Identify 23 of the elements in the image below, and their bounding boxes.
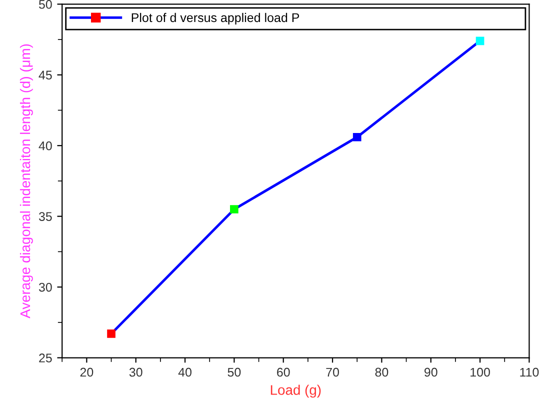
x-tick-label: 80: [375, 368, 388, 377]
x-tick-label: 110: [520, 368, 539, 377]
x-tick-label: 60: [277, 368, 290, 377]
x-tick-label: 100: [470, 368, 490, 377]
x-tick-label: 90: [424, 368, 438, 377]
point: [230, 205, 238, 214]
x-tick-label: 40: [178, 368, 192, 377]
y-axis-title: Average diagonal indentaiton length (d) (μm): [20, 44, 33, 318]
y-tick-label: 25: [39, 354, 52, 362]
y-tick-label: 50: [38, 0, 52, 9]
y-tick-label: 45: [38, 70, 52, 80]
x-tick-label: 30: [129, 368, 142, 377]
x-axis-title: Load (g): [270, 384, 321, 398]
y-tick-label: 40: [38, 141, 52, 150]
x-tick-label: 70: [326, 368, 339, 377]
x-tick-label: 50: [228, 368, 241, 377]
point: [107, 330, 116, 338]
point: [476, 36, 484, 46]
y-tick-label: 35: [38, 212, 52, 221]
y-tick-label: 30: [38, 282, 52, 292]
point: [352, 132, 362, 142]
x-tick-label: 20: [80, 368, 94, 377]
legend-label: Plot of d versus applied load P: [132, 12, 300, 25]
